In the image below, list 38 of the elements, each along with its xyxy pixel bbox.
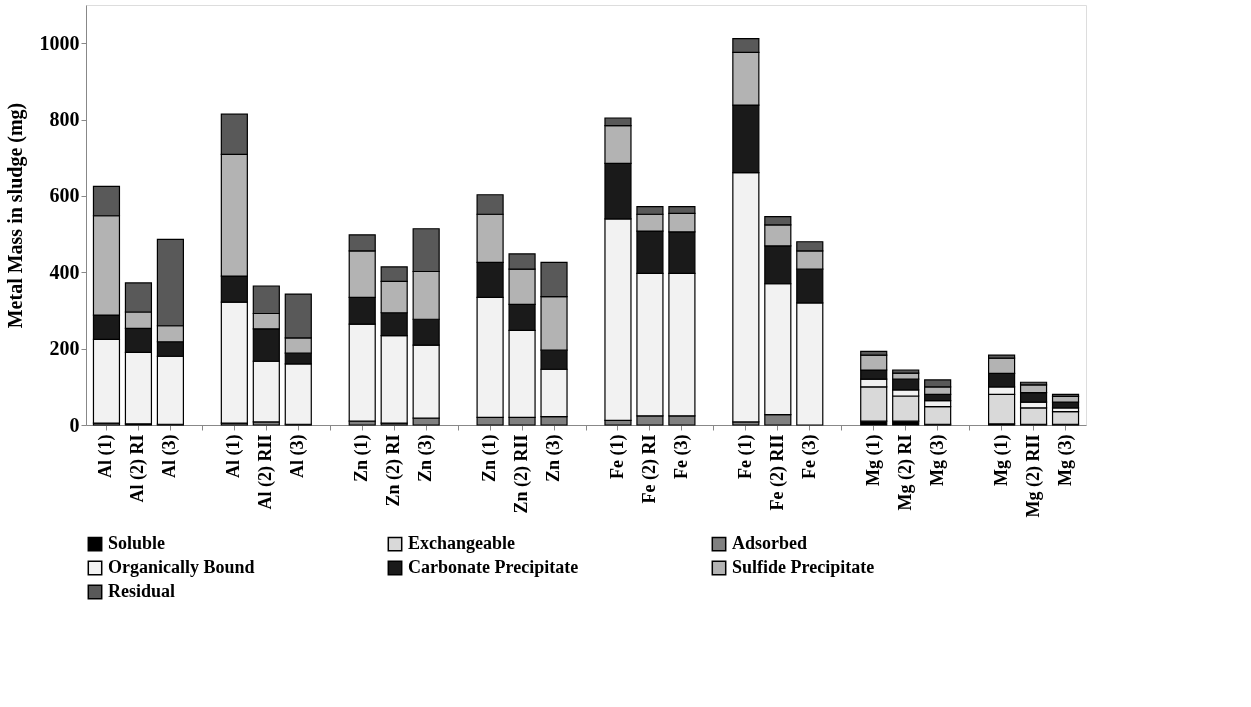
legend-label: Organically Bound xyxy=(108,557,255,577)
x-tick-label: Zn (3) xyxy=(415,434,437,483)
x-tick-label: Mg (3) xyxy=(926,434,948,486)
x-tick-label: Fe (2) RI xyxy=(638,434,660,504)
legend-label: Soluble xyxy=(108,533,166,554)
x-tick-label: Zn (2) RI xyxy=(383,434,405,507)
x-tick-label: Mg (1) xyxy=(990,434,1012,486)
x-tick-label: Fe (1) xyxy=(734,434,756,479)
y-tick-label: 800 xyxy=(49,108,80,131)
legend-label: Sulfide Precipitate xyxy=(732,557,875,577)
x-tick-label: Al (2) RI xyxy=(127,434,149,503)
x-tick-label: Al (2) RII xyxy=(255,434,277,510)
legend-label: Residual xyxy=(108,581,176,601)
x-tick-label: Fe (1) xyxy=(606,434,628,479)
x-tick-label: Al (1) xyxy=(95,434,117,478)
x-tick-label: Mg (2) RII xyxy=(1022,434,1044,518)
x-tick-label: Fe (2) RII xyxy=(766,434,788,511)
y-tick-label: 600 xyxy=(49,184,80,207)
x-tick-label: Mg (3) xyxy=(1054,434,1076,486)
y-tick-label: 0 xyxy=(69,413,80,436)
y-tick-label: 400 xyxy=(49,260,80,283)
legend-label: Carbonate Precipitate xyxy=(408,557,579,577)
x-tick-label: Fe (3) xyxy=(798,434,820,479)
x-tick-label: Mg (1) xyxy=(862,434,884,486)
x-tick-label: Zn (1) xyxy=(479,434,501,483)
x-tick-label: Fe (3) xyxy=(670,434,692,479)
x-tick-label: Zn (1) xyxy=(351,434,373,483)
x-tick-label: Al (3) xyxy=(159,434,181,478)
x-tick-label: Al (1) xyxy=(223,434,245,478)
x-tick-label: Mg (2) RI xyxy=(894,434,916,511)
y-tick-label: 1000 xyxy=(39,31,80,54)
x-tick-label: Al (3) xyxy=(287,434,309,478)
x-tick-label: Zn (2) RII xyxy=(511,434,533,514)
y-axis-title: Metal Mass in sludge (mg) xyxy=(3,102,27,329)
legend-label: Adsorbed xyxy=(732,533,808,554)
legend-label: Exchangeable xyxy=(408,533,516,554)
y-tick-label: 200 xyxy=(49,337,80,360)
x-tick-label: Zn (3) xyxy=(543,434,565,483)
